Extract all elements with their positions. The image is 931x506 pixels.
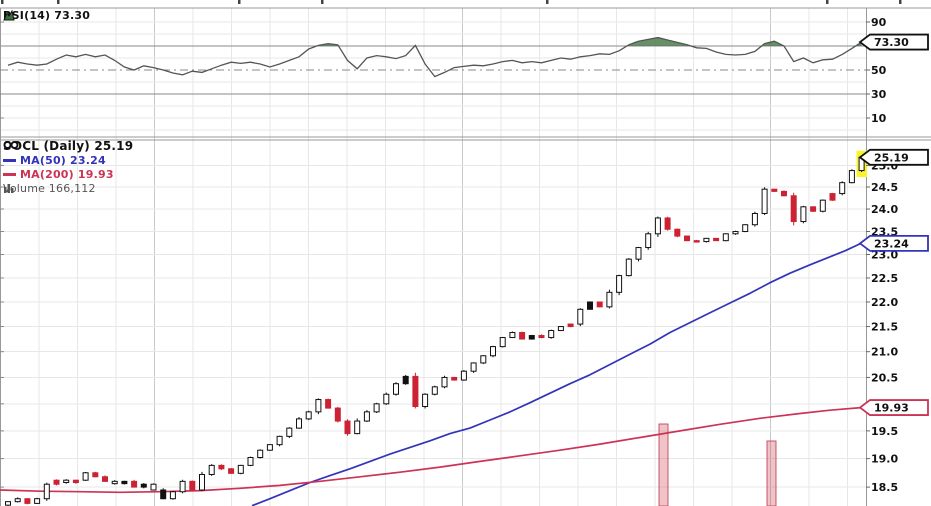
svg-text:10: 10 <box>871 112 887 125</box>
svg-text:21.0: 21.0 <box>871 346 898 359</box>
svg-text:90: 90 <box>871 16 887 29</box>
svg-text:22.0: 22.0 <box>871 296 898 309</box>
last-price-tag: 25.19 <box>858 148 929 166</box>
svg-text:19.5: 19.5 <box>871 425 898 438</box>
svg-text:18.5: 18.5 <box>871 481 898 494</box>
rsi-value-tag: 73.30 <box>858 33 929 51</box>
svg-text:19.93: 19.93 <box>874 402 909 415</box>
ma200-overlay <box>0 406 862 494</box>
svg-text:30: 30 <box>871 88 887 101</box>
cropped-header-fragments <box>1 0 902 4</box>
svg-text:19.0: 19.0 <box>871 453 898 466</box>
rsi-line <box>7 36 862 78</box>
gridlines <box>0 8 866 506</box>
ma200-line <box>0 406 862 494</box>
value-tags: 73.30 25.19 23.24 19.93 <box>858 33 929 416</box>
ma50-line <box>251 242 862 506</box>
volume-spike-bar <box>658 423 669 506</box>
svg-text:50: 50 <box>871 64 887 77</box>
rsi-level-lines <box>0 45 866 95</box>
svg-text:20.5: 20.5 <box>871 371 898 384</box>
ma50-value-tag: 23.24 <box>858 235 929 252</box>
svg-text:23.24: 23.24 <box>874 237 909 250</box>
volume-spike-bar <box>766 440 777 506</box>
candles <box>5 150 868 506</box>
ma50-overlay <box>251 242 862 506</box>
svg-text:73.30: 73.30 <box>874 36 909 49</box>
rsi-overbought-fill <box>8 37 862 46</box>
svg-text:21.5: 21.5 <box>871 321 898 334</box>
rsi-series <box>7 36 862 78</box>
svg-text:25.19: 25.19 <box>874 151 909 164</box>
panel-borders <box>0 7 931 506</box>
ma200-value-tag: 19.93 <box>858 399 929 416</box>
svg-text:22.5: 22.5 <box>871 272 898 285</box>
volume-bars <box>658 423 777 506</box>
axis-labels: 9050301025.024.524.023.523.022.522.021.5… <box>0 16 898 494</box>
svg-text:24.5: 24.5 <box>871 181 898 194</box>
svg-text:24.0: 24.0 <box>871 203 898 216</box>
